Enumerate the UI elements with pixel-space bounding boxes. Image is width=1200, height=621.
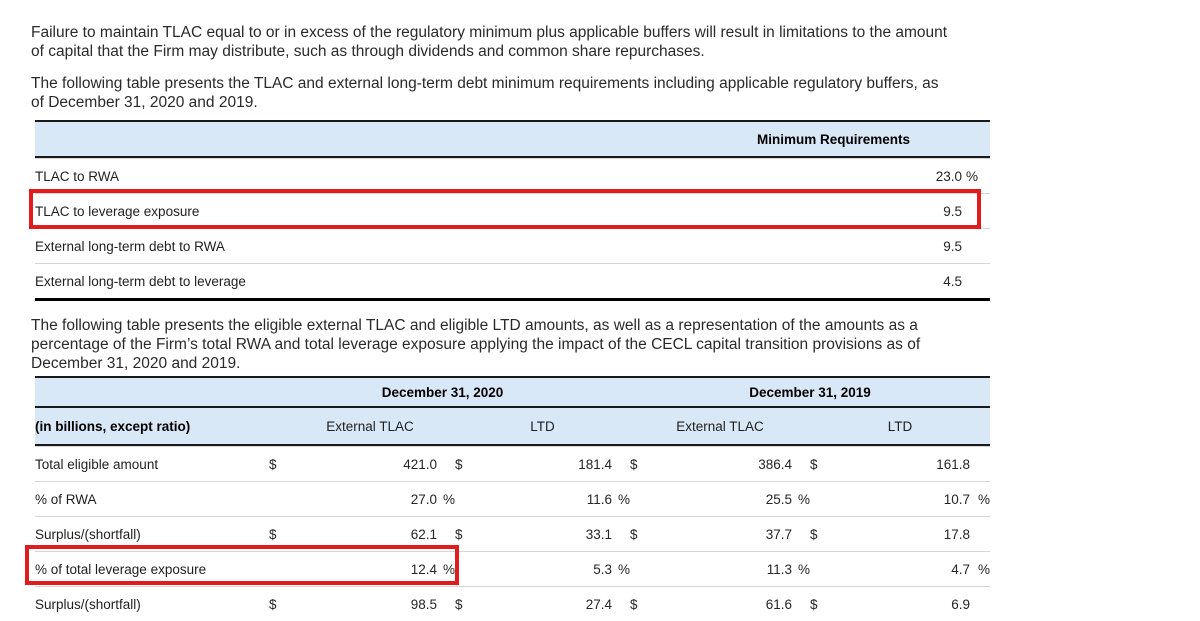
eligible-tlac-ltd-table: December 31, 2020 December 31, 2019 (in … [35, 376, 990, 621]
table-row-clipped: Surplus/(shortfall) $98.5 $27.4 $61.6 $6… [35, 586, 990, 621]
table-row: % of total leverage exposure 12.4% 5.3% … [35, 551, 990, 586]
row-value: 9.5 [943, 203, 962, 219]
row-label: External long-term debt to RWA [35, 238, 225, 254]
table1-header-row: Minimum Requirements [35, 122, 990, 158]
cell: $181.4 [455, 456, 612, 472]
table-row: External long-term debt to leverage 4.5 [35, 263, 990, 298]
paragraph-tlac-failure: Failure to maintain TLAC equal to or in … [31, 24, 948, 60]
cell: 27.0% [410, 491, 455, 507]
cell: 5.3% [593, 561, 630, 577]
cell: $421.0 [269, 456, 437, 472]
row-label: % of RWA [35, 491, 97, 507]
table2-date-header-row: December 31, 2020 December 31, 2019 [35, 378, 990, 408]
row-label: TLAC to RWA [35, 168, 120, 184]
row-label: % of total leverage exposure [35, 561, 207, 577]
table-row: % of RWA 27.0% 11.6% 25.5% 10.7% [35, 481, 990, 516]
date-group-2020: December 31, 2020 [381, 384, 504, 400]
row-label: Surplus/(shortfall) [35, 526, 141, 542]
cell: 11.3% [766, 561, 810, 577]
cell: $62.1 [269, 526, 437, 542]
cell: 11.6% [586, 491, 630, 507]
row-label: External long-term debt to leverage [35, 273, 246, 289]
cell: $98.5 [269, 596, 437, 612]
unit-label: (in billions, except ratio) [35, 418, 191, 434]
minimum-requirements-table: Minimum Requirements TLAC to RWA 23.0% T… [35, 120, 990, 301]
row-value: 23.0% [935, 168, 978, 184]
row-value: 4.5 [943, 273, 962, 289]
column-header: LTD [887, 418, 913, 434]
table-row: External long-term debt to RWA 9.5 [35, 228, 990, 263]
row-label: Surplus/(shortfall) [35, 596, 141, 612]
cell: $6.9 [810, 596, 970, 612]
row-label: TLAC to leverage exposure [35, 203, 200, 219]
column-header: External TLAC [676, 418, 764, 434]
column-header: LTD [530, 418, 555, 434]
cell: $17.8 [810, 526, 970, 542]
cell: 10.7% [943, 491, 990, 507]
table2-column-header-row: (in billions, except ratio) External TLA… [35, 408, 990, 446]
cell: $33.1 [455, 526, 612, 542]
date-group-2019: December 31, 2019 [749, 384, 871, 400]
document-page: Failure to maintain TLAC equal to or in … [25, 24, 990, 612]
cell: 25.5% [765, 491, 810, 507]
cell: $161.8 [810, 456, 970, 472]
cell: $37.7 [630, 526, 792, 542]
table-row: TLAC to leverage exposure 9.5 [35, 193, 990, 228]
table1-bottom-border [35, 298, 990, 301]
cell: 12.4% [410, 561, 455, 577]
table1-header-label: Minimum Requirements [756, 131, 910, 147]
row-label: Total eligible amount [35, 456, 159, 472]
table-row: TLAC to RWA 23.0% [35, 158, 990, 193]
table-row: Surplus/(shortfall) $62.1 $33.1 $37.7 $1… [35, 516, 990, 551]
cell: $27.4 [455, 596, 612, 612]
column-header: External TLAC [326, 418, 414, 434]
table-row: Total eligible amount $421.0 $181.4 $386… [35, 446, 990, 481]
cell: $386.4 [630, 456, 792, 472]
row-value: 9.5 [943, 238, 962, 254]
cell: $61.6 [630, 596, 792, 612]
paragraph-table1-intro: The following table presents the TLAC an… [31, 75, 939, 111]
paragraph-table2-intro: The following table presents the eligibl… [31, 317, 921, 372]
cell: 4.7% [951, 561, 990, 577]
